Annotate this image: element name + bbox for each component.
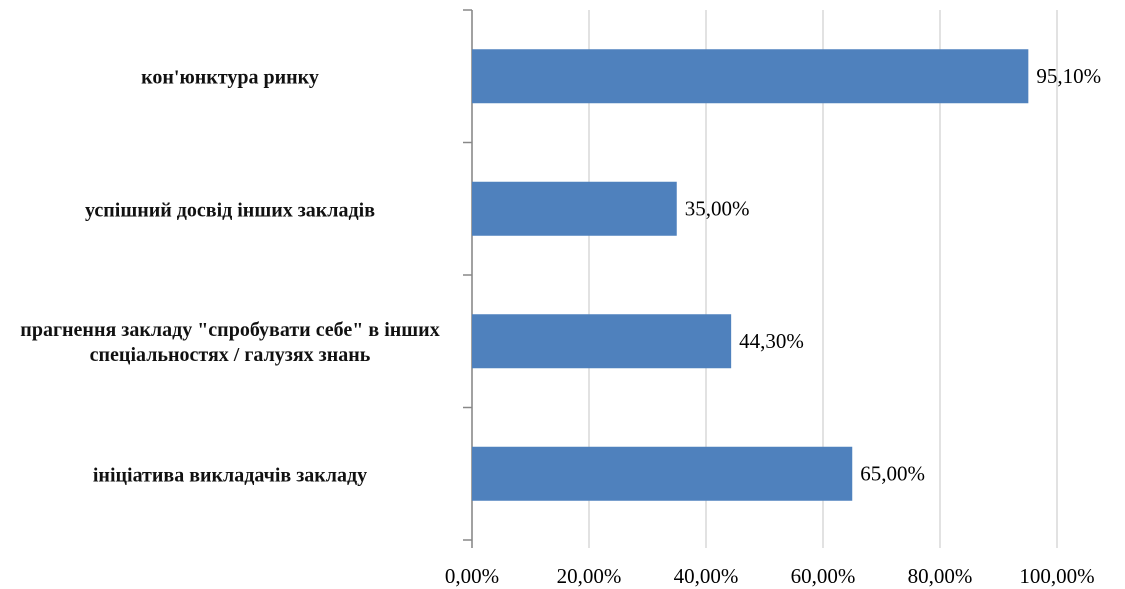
y-tick-label: успішний досвід інших закладів xyxy=(84,199,375,222)
x-tick-label: 20,00% xyxy=(557,564,622,588)
bar xyxy=(472,49,1029,104)
data-label: 65,00% xyxy=(860,462,925,486)
x-tick-label: 80,00% xyxy=(908,564,973,588)
bar xyxy=(472,181,677,236)
y-tick-label: прагнення закладу "спробувати себе" в ін… xyxy=(20,319,440,367)
x-tick-label: 100,00% xyxy=(1019,564,1094,588)
x-tick-label: 40,00% xyxy=(674,564,739,588)
y-tick-label: ініціатива викладачів закладу xyxy=(92,464,368,487)
x-tick-label: 60,00% xyxy=(791,564,856,588)
data-label: 95,10% xyxy=(1036,64,1101,88)
x-tick-label: 0,00% xyxy=(445,564,499,588)
y-tick-label: кон'юнктура ринку xyxy=(141,66,319,89)
data-label: 44,30% xyxy=(739,329,804,353)
bar xyxy=(472,314,732,369)
data-label: 35,00% xyxy=(685,197,750,221)
bar xyxy=(472,446,853,501)
